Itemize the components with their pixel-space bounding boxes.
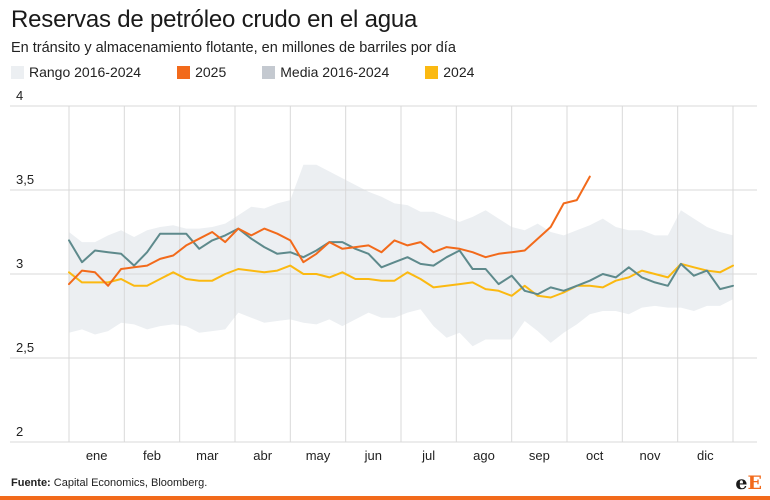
- y-tick-label: 4: [16, 88, 23, 103]
- legend: Rango 2016-2024 2025 Media 2016-2024 202…: [11, 64, 510, 80]
- x-tick-label: mar: [196, 448, 219, 463]
- y-tick-label: 2: [16, 424, 23, 439]
- y-tick-label: 2,5: [16, 340, 34, 355]
- chart-title: Reservas de petróleo crudo en el agua: [11, 6, 418, 33]
- x-tick-label: ago: [473, 448, 495, 463]
- x-tick-label: jun: [364, 448, 382, 463]
- logo-E: E: [747, 472, 762, 494]
- series-line-2025: [68, 175, 591, 287]
- legend-swatch-range: [11, 65, 24, 79]
- y-tick-label: 3: [16, 256, 23, 271]
- legend-label-range: Rango 2016-2024: [29, 64, 142, 80]
- x-tick-label: sep: [529, 448, 550, 463]
- logo-e: e: [735, 472, 748, 494]
- x-tick-label: dic: [697, 448, 714, 463]
- series-line-media-2016-2024: [68, 227, 734, 296]
- legend-swatch-2024: [425, 65, 439, 79]
- source-text: Capital Economics, Bloomberg.: [53, 477, 208, 489]
- legend-item-range: Rango 2016-2024: [11, 64, 141, 80]
- x-tick-label: may: [306, 448, 331, 463]
- legend-item-2025: 2025: [177, 64, 226, 80]
- chart-subtitle: En tránsito y almacenamiento flotante, e…: [11, 40, 456, 56]
- series-line-2024: [68, 262, 734, 299]
- legend-label-mean: Media 2016-2024: [280, 64, 390, 80]
- x-tick-label: oct: [586, 448, 604, 463]
- legend-label-2024: 2024: [443, 64, 475, 80]
- grid-layer: [10, 105, 757, 443]
- legend-swatch-mean: [262, 65, 276, 79]
- legend-swatch-2025: [177, 65, 191, 79]
- x-tick-label: jul: [421, 448, 435, 463]
- publisher-logo: eE: [735, 472, 762, 494]
- x-tick-label: ene: [86, 448, 108, 463]
- x-tick-label: nov: [640, 448, 661, 463]
- y-tick-label: 3,5: [16, 172, 34, 187]
- legend-label-2025: 2025: [195, 64, 227, 80]
- source-note: Fuente: Capital Economics, Bloomberg.: [11, 477, 207, 489]
- axis-labels-layer: 2 2,5 3 3,5 4 ene feb mar abr may jun jul ago sep oct n…: [16, 88, 714, 463]
- brand-bottom-bar: [0, 496, 770, 500]
- source-label: Fuente:: [11, 477, 51, 489]
- legend-item-2024: 2024: [425, 64, 474, 80]
- legend-item-mean: Media 2016-2024: [262, 64, 389, 80]
- x-tick-label: abr: [253, 448, 272, 463]
- series-lines-layer: [68, 175, 734, 299]
- x-tick-label: feb: [143, 448, 161, 463]
